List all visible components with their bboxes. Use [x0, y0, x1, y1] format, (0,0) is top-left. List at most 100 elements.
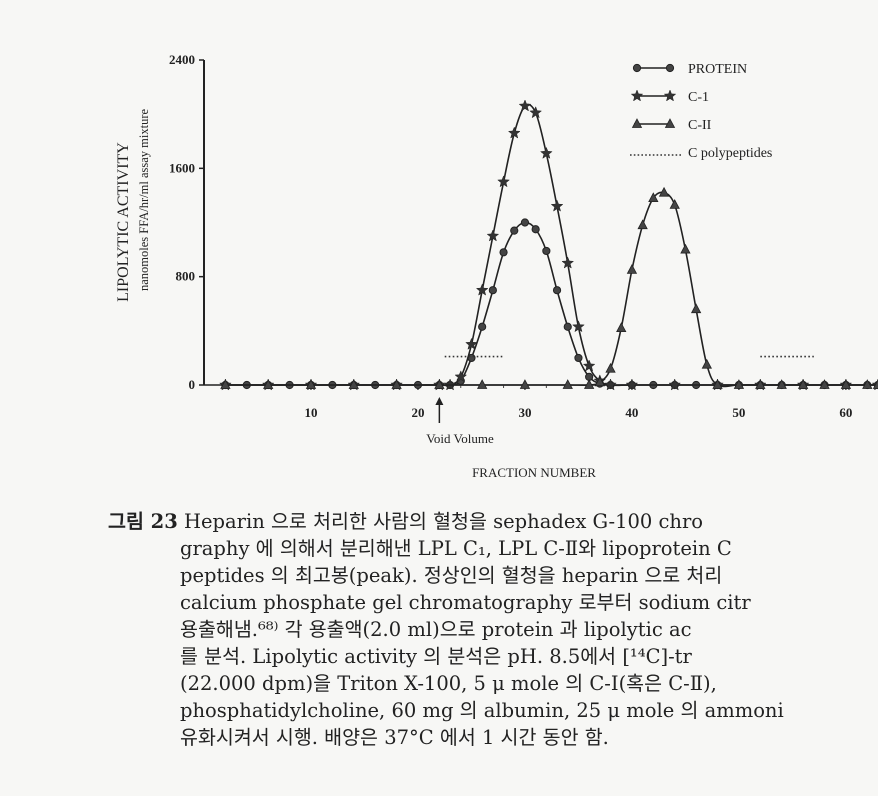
data-point-triangle [712, 379, 723, 389]
data-point-triangle [690, 303, 702, 314]
legend-label: C-1 [688, 90, 709, 105]
data-point-triangle [872, 379, 878, 389]
y-tick-label: 800 [176, 269, 196, 284]
data-point-circle [632, 63, 642, 73]
legend-item: PROTEIN [632, 62, 747, 77]
legend-label: PROTEIN [688, 62, 747, 77]
void-volume-arrowhead [435, 397, 444, 405]
data-point-star [625, 378, 639, 391]
data-point-circle [488, 286, 497, 295]
data-point-triangle [391, 379, 402, 389]
data-point-triangle [669, 199, 680, 209]
data-point-triangle [626, 264, 638, 274]
data-point-triangle [862, 379, 873, 389]
data-point-triangle [562, 379, 573, 389]
data-point-star [454, 370, 468, 383]
caption-line: 용출해냄.⁶⁸⁾ 각 용출액(2.0 ml)으로 protein 과 lipol… [180, 618, 692, 641]
data-point-triangle [776, 379, 787, 389]
caption-line: 를 분석. Lipolytic activity 의 분석은 pH. 8.5에서… [180, 645, 692, 668]
data-point-circle [552, 286, 562, 295]
x-tick-label: 50 [732, 405, 745, 420]
data-point-triangle [605, 362, 616, 373]
data-point-triangle [797, 379, 809, 389]
data-point-circle [510, 226, 519, 235]
series-protein [221, 218, 878, 390]
x-tick-label: 40 [625, 405, 638, 420]
x-tick-label: 20 [411, 405, 424, 420]
data-point-triangle [648, 192, 659, 203]
data-point-triangle [664, 118, 676, 128]
data-point-triangle [701, 358, 712, 369]
data-point-star [465, 337, 478, 350]
series-line [225, 191, 878, 388]
data-point-triangle [305, 379, 317, 389]
data-point-star [550, 199, 564, 212]
data-point-circle [531, 225, 540, 234]
data-point-circle [542, 246, 551, 256]
y-tick-label: 2400 [169, 52, 195, 67]
legend-item: C-1 [630, 89, 709, 105]
data-point-triangle [263, 379, 274, 389]
legend-item: C-II [631, 118, 712, 133]
y-tick-label: 1600 [169, 160, 195, 175]
data-point-star [572, 320, 585, 333]
series-line [225, 103, 878, 387]
data-point-triangle [733, 379, 745, 389]
data-point-triangle [616, 322, 627, 333]
data-point-triangle [348, 379, 359, 389]
data-point-circle [574, 353, 583, 363]
y-axis-sublabel: nanomoles FFA/hr/ml assay mixture [137, 109, 151, 291]
data-point-star [486, 229, 500, 242]
data-point-triangle [755, 379, 766, 389]
data-point-triangle [680, 243, 691, 254]
series-line [225, 221, 878, 387]
caption-line: calcium phosphate gel chromatography 로부터… [180, 591, 751, 614]
legend-label: C polypeptides [688, 146, 772, 161]
chromatography-chart: 0 800 1600 2400 10 20 30 40 50 60 PROTEIN C-1 C-II C… [115, 52, 878, 480]
y-axis-label: LIPOLYTIC ACTIVITY [115, 142, 132, 302]
caption-text: Heparin 으로 처리한 사람의 혈청을 sephadex G-100 ch… [184, 510, 704, 533]
void-volume-label: Void Volume [426, 431, 494, 446]
caption-line: phosphatidylcholine, 60 mg 의 albumin, 25… [180, 699, 784, 722]
data-point-star [539, 146, 553, 159]
caption-label: 그림 23 [108, 510, 178, 533]
data-point-star [529, 106, 543, 119]
caption-line: 유화시켜서 시행. 배양은 37°C 에서 1 시간 동안 함. [180, 726, 609, 749]
caption-line: (22.000 dpm)을 Triton X-100, 5 μ mole 의 C… [180, 672, 717, 695]
data-point-triangle [519, 379, 531, 389]
caption-line: peptides 의 최고봉(peak). 정상인의 혈청을 heparin 으… [180, 564, 723, 587]
data-point-star [663, 89, 677, 102]
data-point-star [518, 99, 532, 112]
data-point-triangle [583, 379, 595, 389]
data-point-star [475, 283, 489, 296]
legend-item: C polypeptides [630, 146, 772, 161]
series-c-ii [220, 186, 878, 389]
x-tick-label: 10 [304, 405, 317, 420]
data-point-star [582, 359, 596, 372]
data-point-triangle [434, 379, 445, 389]
data-point-triangle [594, 376, 606, 387]
series-c-1 [219, 99, 878, 391]
data-point-star [604, 378, 617, 391]
data-point-triangle [840, 379, 852, 389]
legend-label: C-II [688, 118, 712, 133]
chart-series-layer [219, 99, 878, 391]
data-point-triangle [819, 379, 830, 389]
data-point-star [507, 126, 521, 139]
data-point-triangle [631, 118, 643, 128]
data-point-circle [499, 248, 508, 257]
x-tick-label: 30 [518, 405, 531, 420]
x-tick-label: 60 [839, 405, 852, 420]
chart-legend: PROTEIN C-1 C-II C polypeptides [630, 62, 772, 161]
caption-line: graphy 에 의해서 분리해낸 LPL C₁, LPL C-Ⅱ와 lipop… [180, 537, 732, 560]
data-point-circle [478, 322, 487, 331]
figure-caption: 그림 23 Heparin 으로 처리한 사람의 혈청을 sephadex G-… [108, 508, 878, 751]
data-point-triangle [637, 219, 648, 230]
data-point-triangle [476, 379, 488, 389]
data-point-star [561, 256, 575, 269]
data-point-star [668, 378, 682, 391]
data-point-circle [563, 322, 572, 331]
data-point-circle [520, 218, 530, 227]
caption-line: 그림 23 Heparin 으로 처리한 사람의 혈청을 sephadex G-… [108, 508, 878, 535]
data-point-star [497, 175, 510, 188]
